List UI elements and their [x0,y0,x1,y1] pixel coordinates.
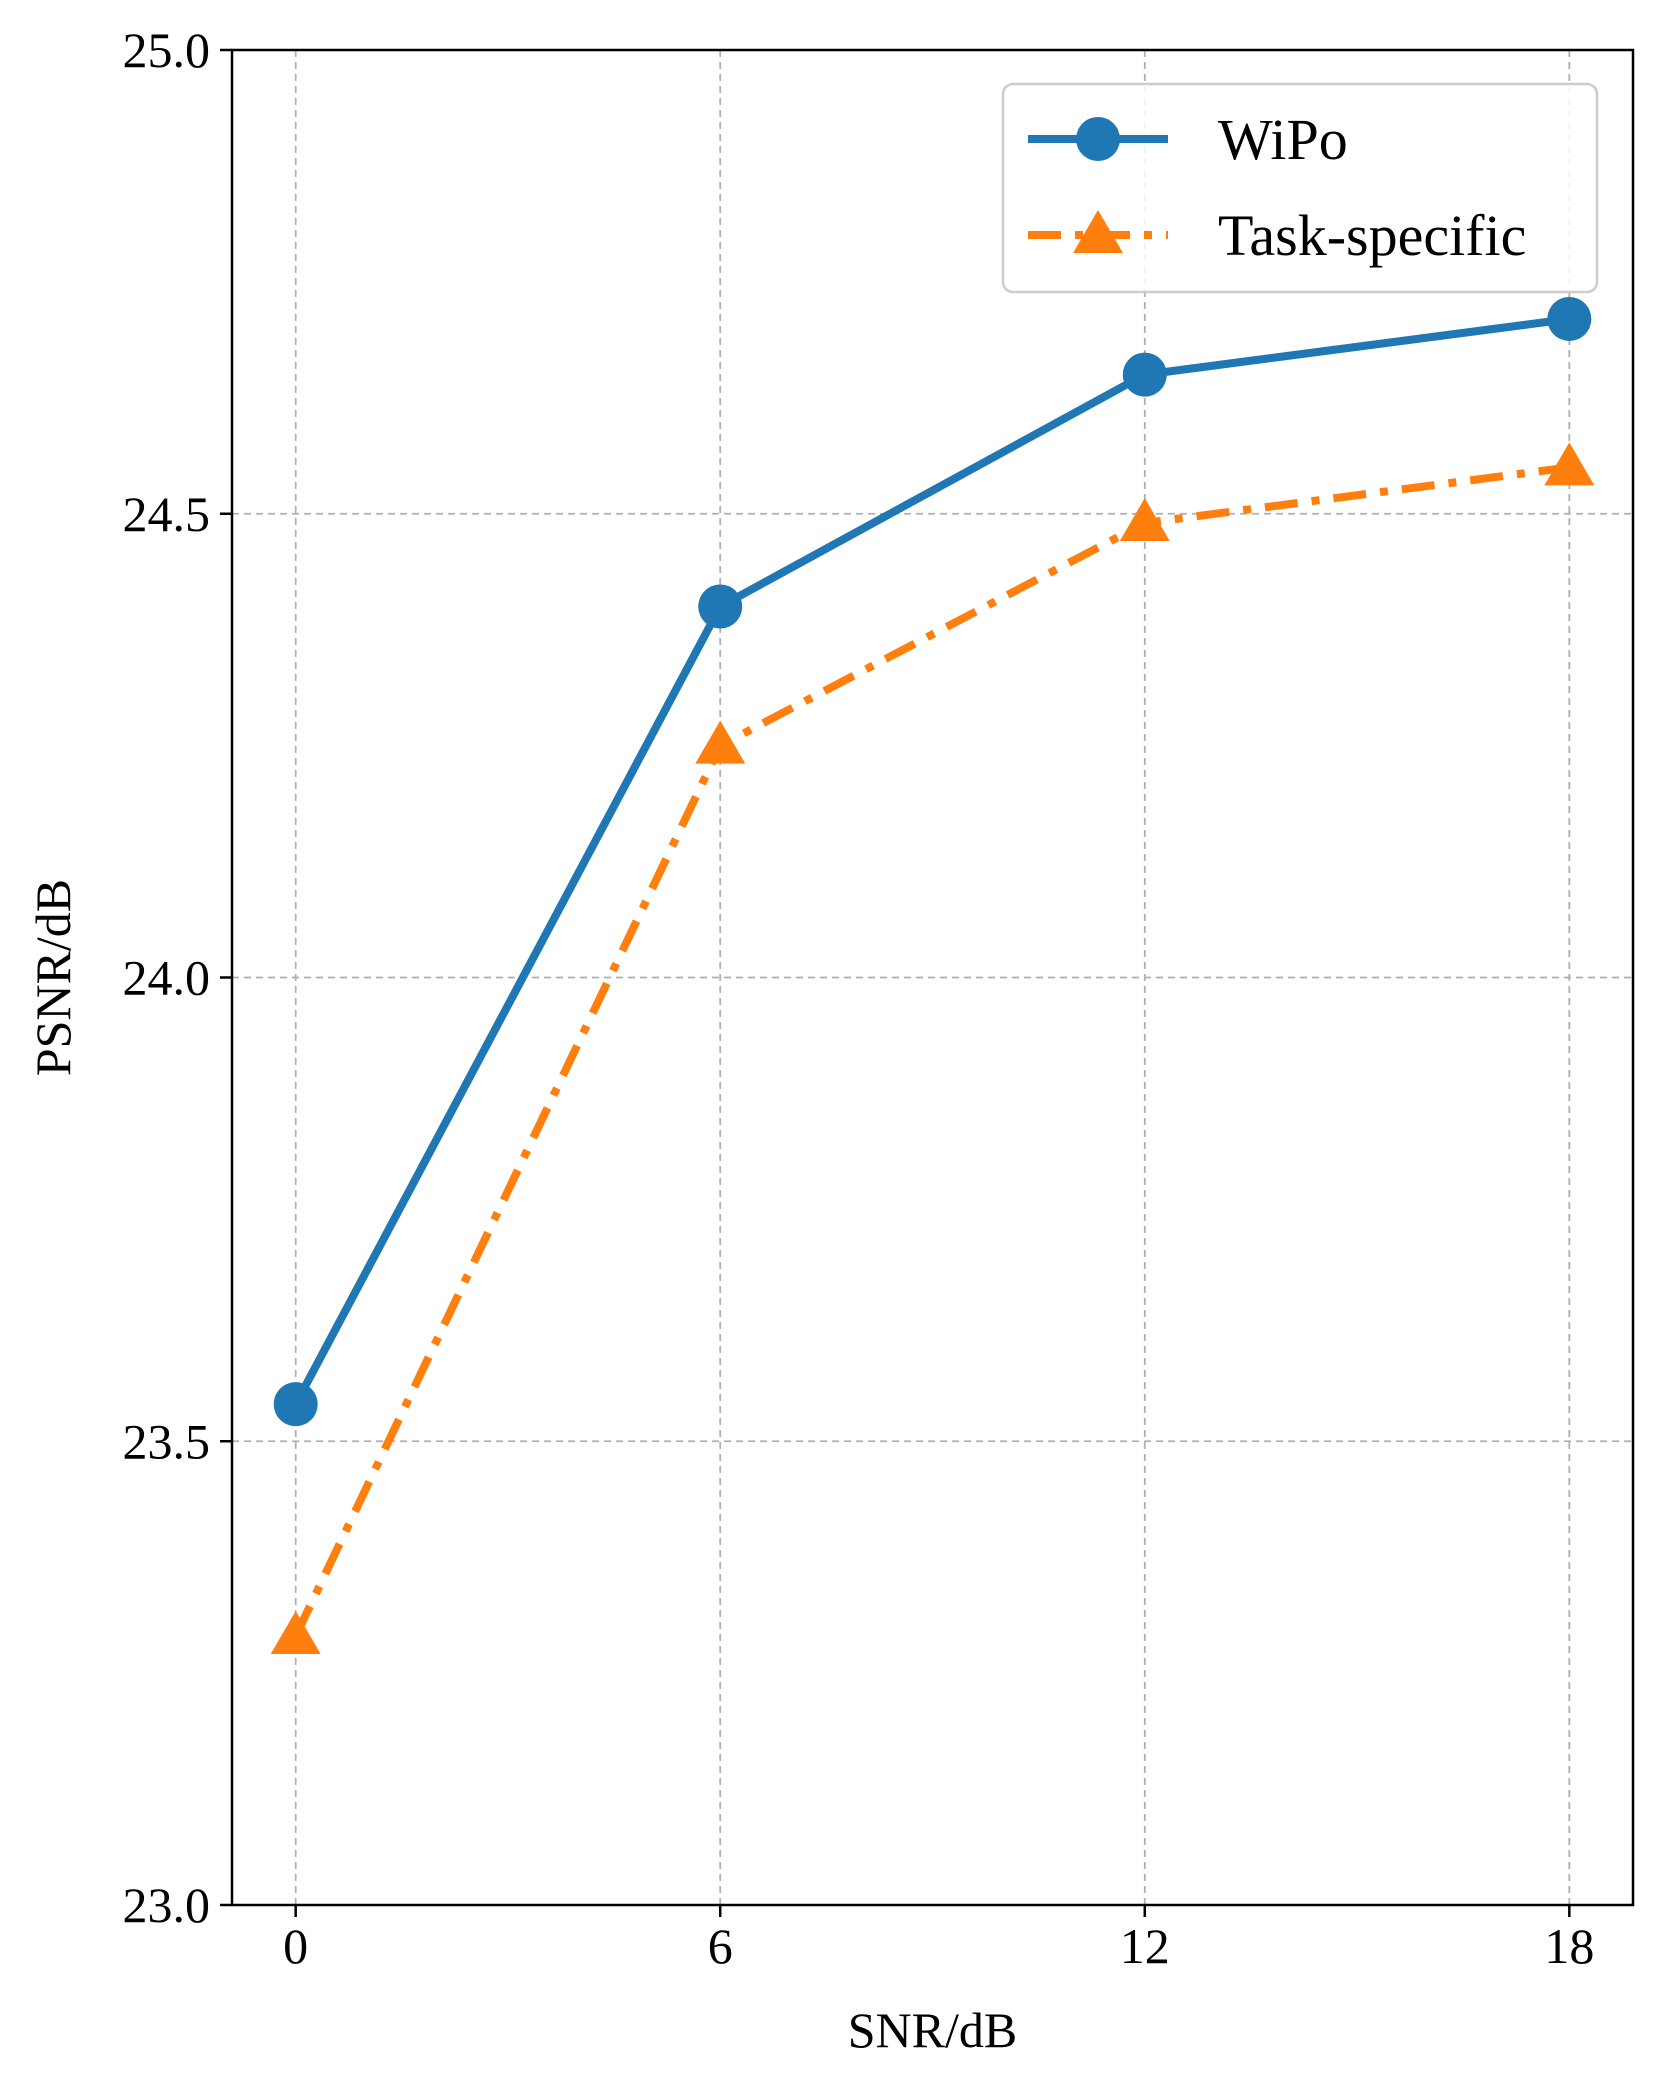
series-line-0 [292,315,1570,1407]
series-line-1 [292,463,1570,1638]
data-point-0 [698,584,743,629]
legend-marker-0 [1076,117,1120,161]
data-point-0 [273,1382,318,1427]
x-axis-label: SNR/dB [848,2002,1018,2058]
x-tick-label: 18 [1544,1918,1594,1974]
data-point-1 [270,1611,321,1655]
ticks: 0 6 12 18 23.0 23.5 24.0 24.5 25.0 [123,22,1595,1974]
series-layer [270,296,1595,1655]
data-point-0 [1547,296,1592,341]
legend-label-1: Task-specific [1218,203,1526,268]
data-point-1 [695,720,746,764]
data-point-0 [1122,352,1167,397]
x-tick-label: 6 [708,1918,733,1974]
x-tick-label: 0 [283,1918,308,1974]
legend-label-0: WiPo [1218,107,1348,172]
y-tick-label: 23.0 [123,1877,211,1933]
y-tick-label: 23.5 [123,1413,211,1469]
y-tick-label: 24.5 [123,486,211,542]
data-point-1 [1119,498,1170,542]
data-point-1 [1544,442,1595,486]
y-axis-label: PSNR/dB [25,879,81,1076]
x-tick-label: 12 [1120,1918,1170,1974]
y-tick-label: 25.0 [123,22,211,78]
y-tick-label: 24.0 [123,950,211,1006]
legend: WiPo Task-specific [1001,82,1599,294]
legend-marker-1 [1073,210,1123,253]
grid [232,50,1633,1905]
